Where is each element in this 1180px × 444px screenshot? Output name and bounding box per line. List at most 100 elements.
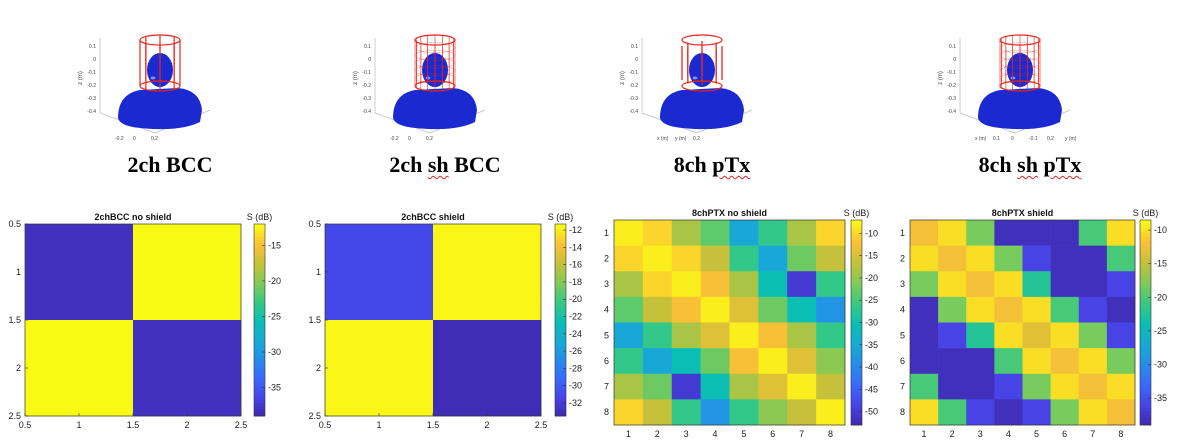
y-tick-label: 3 [900,279,905,289]
colorbar-segment [254,323,265,327]
colorbar-segment [1140,329,1151,334]
colorbar-segment [1140,223,1151,228]
heatmap-cell [614,373,644,400]
heatmap-cell [816,296,846,323]
colorbar-segment [254,374,265,378]
phantom-highlight [1010,76,1016,80]
phantom-highlight [692,76,698,80]
heatmap-cell [966,296,995,323]
colorbar-tick-label: -25 [268,311,281,321]
colorbar-tick-label: -10 [1154,225,1167,235]
colorbar-segment [555,393,566,398]
colorbar-segment [1140,254,1151,258]
heatmap-cell [1022,348,1051,375]
z-tick-label: -0.4 [362,109,371,115]
colorbar-segment [555,336,566,340]
heatmap-cell [1106,348,1136,375]
x-tick-label: x (m) [975,136,987,142]
coil-panel-8ch-sh-ptx: 0.1 0 -0.1 -0.2 -0.3 -0.4 z (m) x (m) 0.1 0 -0.1 0.… [920,18,1140,178]
colorbar-segment [254,345,265,350]
colorbar-segment [555,300,566,305]
colorbar-segment [555,368,566,372]
colorbar-segment [555,320,566,324]
z-tick-label: 0.1 [631,44,638,50]
heatmap-cell [994,296,1023,323]
colorbar-segment [851,349,862,354]
heatmap-cell [910,322,939,349]
colorbar-segment [555,406,566,410]
x-tick-label: 8 [1118,429,1123,439]
colorbar-segment [851,377,862,381]
colorbar-segment [1140,390,1151,395]
colorbar-segment [851,230,862,235]
colorbar-segment [254,396,265,401]
colorbar-segment [555,329,566,334]
colorbar-segment [851,226,862,231]
y-tick-label: 7 [900,382,905,392]
heatmap-cell [1022,220,1051,246]
coil-render-2ch-bcc: 0.10-0.1-0.2-0.3-0.4z (m)-0.2 0 0.2 [78,34,211,142]
colorbar-segment [1140,366,1151,371]
heatmap-cell [133,320,242,417]
colorbar-segment [1140,250,1151,255]
heatmap-cell [758,245,788,272]
colorbar-segment [1140,384,1151,388]
colorbar-segment [555,374,566,378]
colorbar-segment [1140,377,1151,381]
colorbar-segment [1140,346,1151,351]
colorbar-label: S (dB) [548,212,574,222]
colorbar-segment [555,294,566,298]
heatmap-cell [1022,373,1051,400]
colorbar-segment [851,302,862,306]
colorbar-segment [555,259,566,263]
colorbar-segment [851,353,862,358]
colorbar-segment [851,407,862,412]
heatmap-cell [1022,271,1051,298]
colorbar-segment [555,288,566,292]
heatmap-cell [938,373,967,400]
heatmap-cell [910,296,939,323]
colorbar-segment [555,412,566,417]
coil-caption-8ch-ptx: 8ch pTx [673,152,751,177]
z-tick-label: 0.1 [364,44,371,50]
colorbar-segment [851,261,862,265]
heatmap-cell [671,322,701,349]
heatmap-cell [938,322,967,349]
colorbar-segment [254,272,265,276]
heatmap-cell [994,348,1023,375]
colorbar-segment [1140,353,1151,358]
colorbar-segment [254,310,265,314]
heatmap-cell [700,245,730,272]
x-tick-label: 2 [950,429,955,439]
heatmap-cell [910,399,939,426]
heatmap-cell [671,296,701,323]
heatmap-cell [910,220,939,246]
colorbar-segment [851,281,862,286]
colorbar-segment [254,348,265,353]
colorbar-segment [254,326,265,330]
colorbar-segment [1140,312,1151,317]
colorbar-segment [1140,298,1151,303]
heatmap-cell [938,245,967,272]
colorbar-segment [1140,414,1151,419]
heatmap-cell [729,271,759,298]
colorbar-segment [555,358,566,362]
heatmap-cell [729,373,759,400]
x-tick-label: 2.5 [235,420,248,430]
colorbar-segment [851,373,862,378]
coil-plot-group: 0.10-0.1-0.2-0.3-0.4z (m)-0.2 0 0.2 [353,34,486,142]
colorbar-segment [555,380,566,385]
coil-panel-2ch-bcc: 0.1 0 -0.1 -0.2 -0.3 -0.4 z (m) -0.2 0 0.2 2ch BC… [60,18,280,178]
colorbar-segment [555,313,566,318]
heatmap-cell [1078,322,1108,349]
heatmap-cell [816,373,846,400]
x-tick-label: x (m) [657,136,669,142]
colorbar-segment [1140,343,1151,347]
colorbar-segment [851,380,862,385]
z-axis-label: z (m) [938,71,944,85]
colorbar-segment [851,397,862,402]
colorbar-tick-label: -15 [1154,259,1167,269]
heatmap-cell [966,271,995,298]
